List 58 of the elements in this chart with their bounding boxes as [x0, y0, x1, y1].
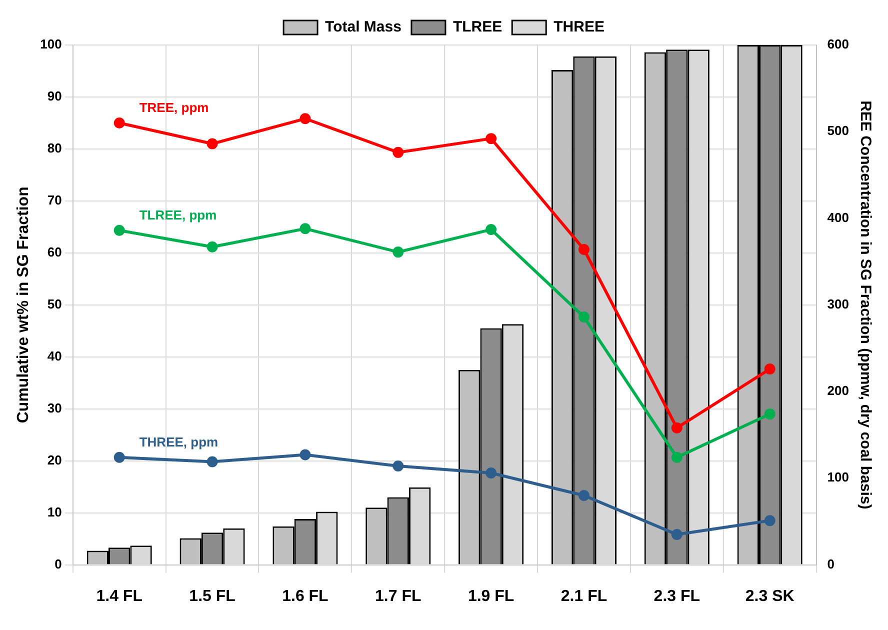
point [114, 117, 125, 128]
y-tick-label: 50 [47, 296, 62, 312]
y-tick-label: 90 [47, 88, 62, 104]
point [300, 223, 311, 234]
point [578, 490, 590, 501]
y-tick-label: 70 [47, 192, 62, 208]
x-tick-label: 2.3 SK [745, 588, 795, 605]
y-tick-label: 10 [47, 504, 62, 520]
legend-label: Total Mass [325, 18, 402, 36]
y2-tick-label: 100 [827, 470, 850, 485]
point [671, 528, 682, 540]
series-label: TLREE, ppm [139, 207, 217, 222]
x-tick-label: 1.9 FL [468, 588, 514, 605]
point [392, 460, 404, 472]
y2-axis-title: REE Concentration in SG Fraction (ppmw, dry coal basis) [856, 100, 874, 510]
y-axis-title: Cumulative wt% in SG Fraction [15, 186, 32, 424]
y-tick-label: 0 [54, 556, 62, 572]
y-tick-label: 100 [40, 36, 62, 52]
point [114, 452, 125, 463]
point [486, 224, 497, 236]
y-tick-label: 40 [47, 348, 62, 364]
x-tick-label: 2.1 FL [560, 588, 608, 605]
point [206, 456, 218, 468]
y-tick-label: 30 [47, 400, 62, 416]
x-tick-label: 1.6 FL [282, 588, 329, 605]
point [114, 224, 125, 236]
point [764, 364, 776, 375]
point [486, 133, 497, 144]
x-tick-label: 2.3 FL [654, 588, 700, 605]
series-label: THREE, ppm [139, 434, 218, 450]
legend-label: TLREE [452, 18, 502, 36]
point [671, 452, 682, 463]
y2-tick-label: 600 [827, 36, 850, 52]
y-tick-label: 60 [47, 244, 62, 260]
y2-tick-label: 400 [827, 210, 850, 225]
x-tick-label: 1.5 FL [189, 588, 236, 605]
y-tick-label: 20 [47, 452, 62, 468]
point [300, 113, 311, 124]
y-tick-label: 80 [47, 140, 62, 156]
x-tick-label: 1.4 FL [96, 588, 143, 605]
y2-tick-label: 0 [827, 556, 835, 572]
point [206, 138, 218, 150]
point [671, 422, 682, 434]
y2-tick-label: 300 [827, 296, 850, 312]
legend-label: THREE [554, 18, 604, 36]
x-tick-label: 1.7 FL [375, 588, 422, 605]
point [486, 467, 497, 478]
point [392, 146, 404, 158]
point [764, 515, 776, 526]
point [578, 312, 590, 323]
point [578, 244, 590, 255]
y2-tick-label: 500 [827, 123, 850, 138]
point [764, 408, 776, 420]
point [300, 449, 311, 460]
point [392, 246, 404, 258]
y2-tick-label: 200 [827, 383, 850, 398]
point [206, 241, 218, 252]
series-label: TREE, ppm [139, 100, 209, 116]
